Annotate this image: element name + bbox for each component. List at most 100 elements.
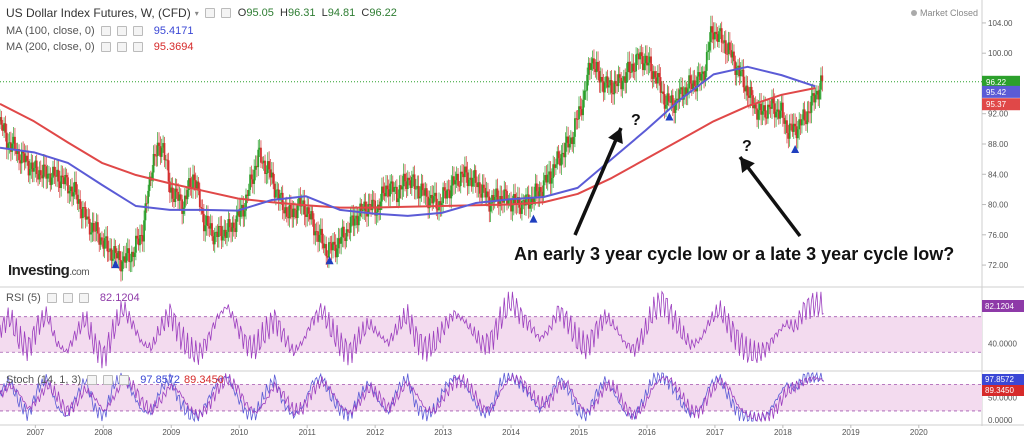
price-bar-body xyxy=(750,86,753,96)
price-bar-body xyxy=(419,196,421,199)
price-bar-body xyxy=(608,85,610,88)
price-bar-body xyxy=(129,261,132,263)
price-bar-body xyxy=(788,123,791,139)
ma200-label[interactable]: MA (200, close, 0) xyxy=(6,41,95,53)
price-bar-body xyxy=(352,215,355,226)
price-bar-body xyxy=(724,40,727,54)
price-bar-body xyxy=(734,61,737,76)
price-bar-body xyxy=(98,233,101,245)
price-bar-body xyxy=(661,91,663,93)
price-bar-body xyxy=(34,160,37,168)
price-bar-body xyxy=(594,69,597,73)
price-bar-body xyxy=(216,231,219,237)
price-bar-body xyxy=(709,26,712,43)
visibility-icon[interactable] xyxy=(100,42,111,52)
price-bar-body xyxy=(555,164,557,168)
price-bar-body xyxy=(234,227,237,233)
ma200-legend: MA (200, close, 0) 95.3694 xyxy=(6,41,193,53)
price-bar-body xyxy=(227,219,230,232)
price-bar-body xyxy=(708,42,711,51)
price-bar-body xyxy=(593,58,595,70)
settings-icon[interactable] xyxy=(220,8,231,18)
price-bar-body xyxy=(356,215,359,226)
last-value-box xyxy=(982,85,1020,98)
last-value-text: 95.42 xyxy=(986,88,1007,97)
price-bar-body xyxy=(326,256,329,258)
price-bar-body xyxy=(18,148,20,161)
price-bar-body xyxy=(202,213,205,232)
price-bar-body xyxy=(458,185,461,187)
price-bar-body xyxy=(398,185,401,199)
settings-icon[interactable] xyxy=(103,375,114,385)
rsi-axis-label: 40.0000 xyxy=(988,339,1017,348)
settings-icon[interactable] xyxy=(116,42,127,52)
price-bar-body xyxy=(387,189,390,197)
price-bar-body xyxy=(761,111,764,115)
price-bar-body xyxy=(538,187,541,197)
price-bar-body xyxy=(249,174,251,190)
price-bar-body xyxy=(741,69,744,72)
visibility-icon[interactable] xyxy=(100,26,111,36)
price-bar-body xyxy=(67,177,69,194)
time-axis: 2007 2008 2009 2010 2011 2012 2013 2014 2015 2016… xyxy=(26,425,928,437)
price-bar-body xyxy=(652,71,655,79)
price-bar-body xyxy=(548,171,551,175)
price-bar-body xyxy=(61,175,64,178)
chevron-down-icon[interactable]: ▾ xyxy=(194,8,199,18)
x-tick-label: 2013 xyxy=(434,428,452,437)
price-bar-body xyxy=(128,248,131,262)
price-bar-body xyxy=(205,215,208,226)
price-bar-body xyxy=(588,62,591,70)
price-bar-body xyxy=(501,199,504,203)
cycle-low-marker xyxy=(665,112,674,121)
price-bar-body xyxy=(281,192,284,211)
close-icon[interactable] xyxy=(132,42,143,52)
price-bar-body xyxy=(537,191,540,197)
price-bar-body xyxy=(72,192,75,197)
settings-icon[interactable] xyxy=(62,293,73,303)
annotation-arrow-right-head xyxy=(740,157,755,173)
price-bar-body xyxy=(275,190,277,198)
price-bar-body xyxy=(366,211,368,217)
price-bar-body xyxy=(780,102,783,111)
stoch-label[interactable]: Stoch (14, 1, 3) xyxy=(6,374,82,386)
open-value: 95.05 xyxy=(246,7,274,19)
price-bar-body xyxy=(821,75,824,81)
price-bar-body xyxy=(251,179,254,184)
price-bar-body xyxy=(348,231,351,233)
visibility-icon[interactable] xyxy=(46,293,57,303)
rsi-label[interactable]: RSI (5) xyxy=(6,292,41,304)
main-legend: US Dollar Index Futures, W, (CFD) ▾ O95.… xyxy=(6,6,397,20)
close-icon[interactable] xyxy=(119,375,130,385)
price-bar-body xyxy=(572,136,575,145)
ma100-value: 95.4171 xyxy=(153,25,194,37)
price-bar-body xyxy=(211,223,213,237)
price-bar-body xyxy=(130,251,133,262)
price-bar-body xyxy=(228,219,231,228)
close-icon[interactable] xyxy=(132,26,143,36)
price-bar-body xyxy=(226,231,228,238)
price-bar-body xyxy=(534,183,537,198)
visibility-icon[interactable] xyxy=(204,8,215,18)
price-bar-body xyxy=(616,83,618,87)
ma100-label[interactable]: MA (100, close, 0) xyxy=(6,25,95,37)
symbol-title[interactable]: US Dollar Index Futures, W, (CFD) xyxy=(6,6,191,20)
brand-name: Investing xyxy=(8,262,70,279)
price-bar-body xyxy=(222,236,224,241)
stoch-k-last-text: 97.8572 xyxy=(985,375,1014,384)
x-tick-label: 2020 xyxy=(910,428,928,437)
close-icon[interactable] xyxy=(78,293,89,303)
price-bar-body xyxy=(117,251,120,259)
settings-icon[interactable] xyxy=(116,26,127,36)
price-bar-body xyxy=(328,242,330,258)
price-bar-body xyxy=(417,185,420,199)
price-bar-body xyxy=(639,52,642,60)
price-bar-body xyxy=(598,71,601,83)
visibility-icon[interactable] xyxy=(87,375,98,385)
price-bar-body xyxy=(342,226,345,238)
price-bar-body xyxy=(564,142,567,158)
rsi-legend: RSI (5) 82.1204 xyxy=(6,292,140,304)
price-bar-body xyxy=(674,100,677,113)
price-bar-body xyxy=(148,176,151,191)
